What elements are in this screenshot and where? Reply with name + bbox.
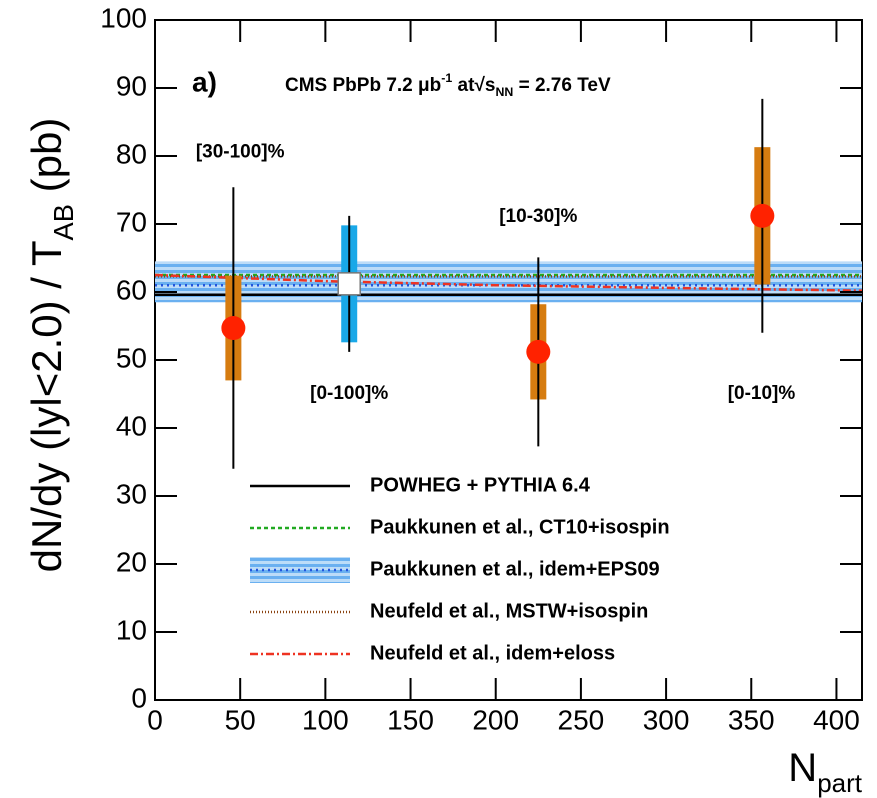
legend-label: Neufeld et al., idem+eloss	[370, 642, 615, 664]
chart-title-part: at	[452, 75, 475, 96]
x-axis-label-part: N	[788, 746, 817, 790]
data-point	[526, 339, 551, 364]
y-axis-label-part: AB	[48, 204, 79, 240]
x-axis-label-part: part	[817, 768, 863, 798]
theory-line	[154, 273, 863, 292]
x-tick-label: 150	[387, 704, 434, 735]
chart-title-part: = 2.76 TeV	[513, 75, 611, 96]
y-axis-label-part: dN/dy (lyl<2.0) / T	[23, 240, 70, 572]
legend-label: Paukkunen et al., idem+EPS09	[370, 558, 660, 580]
annotation: [30-100]%	[196, 142, 285, 163]
chart-title-part: -1	[441, 71, 452, 85]
y-tick-label: 90	[116, 70, 147, 101]
y-axis-label: dN/dy (lyl<2.0) / TAB (pb)	[23, 118, 79, 573]
chart-title-part: √	[474, 75, 485, 96]
data-point	[337, 272, 361, 296]
chart-title-part: CMS PbPb 7.2	[285, 75, 418, 96]
y-tick-label: 60	[116, 274, 147, 305]
legend-label: Neufeld et al., MSTW+isospin	[370, 600, 648, 622]
x-tick-label: 200	[472, 704, 519, 735]
plot-frame	[154, 19, 863, 701]
x-tick-label: 100	[302, 704, 349, 735]
y-tick-label: 20	[116, 546, 147, 577]
y-tick-label: 30	[116, 478, 147, 509]
x-tick-label: 0	[147, 704, 163, 735]
legend-label: POWHEG + PYTHIA 6.4	[370, 474, 591, 496]
y-tick-label: 0	[131, 682, 147, 713]
data-point	[750, 203, 775, 228]
y-tick-label: 40	[116, 410, 147, 441]
annotation: [0-100]%	[310, 383, 388, 404]
y-tick-label: 70	[116, 206, 147, 237]
uncertainty-band	[155, 261, 862, 303]
annotation: [0-10]%	[728, 383, 796, 404]
x-tick-label: 50	[225, 704, 256, 735]
x-tick-label: 400	[813, 704, 860, 735]
x-axis-label: Npart	[788, 746, 862, 798]
chart-title-part: b	[430, 75, 442, 96]
y-tick-label: 100	[100, 2, 147, 33]
x-tick-label: 300	[643, 704, 690, 735]
data-point	[221, 316, 246, 341]
chart-title-part: NN	[495, 85, 513, 99]
chart-title-part: μ	[418, 75, 430, 96]
y-tick-label: 80	[116, 138, 147, 169]
panel-label: a)	[192, 66, 217, 97]
y-tick-label: 50	[116, 342, 147, 373]
x-tick-label: 250	[558, 704, 605, 735]
y-tick-label: 10	[116, 614, 147, 645]
annotation: [10-30]%	[499, 206, 577, 227]
x-tick-label: 350	[728, 704, 775, 735]
chart-title-part: s	[485, 75, 496, 96]
chart-title: CMS PbPb 7.2 μb-1 at√sNN = 2.76 TeV	[285, 71, 611, 99]
y-axis-label-part: (pb)	[23, 118, 70, 204]
legend-label: Paukkunen et al., CT10+isospin	[370, 516, 670, 538]
